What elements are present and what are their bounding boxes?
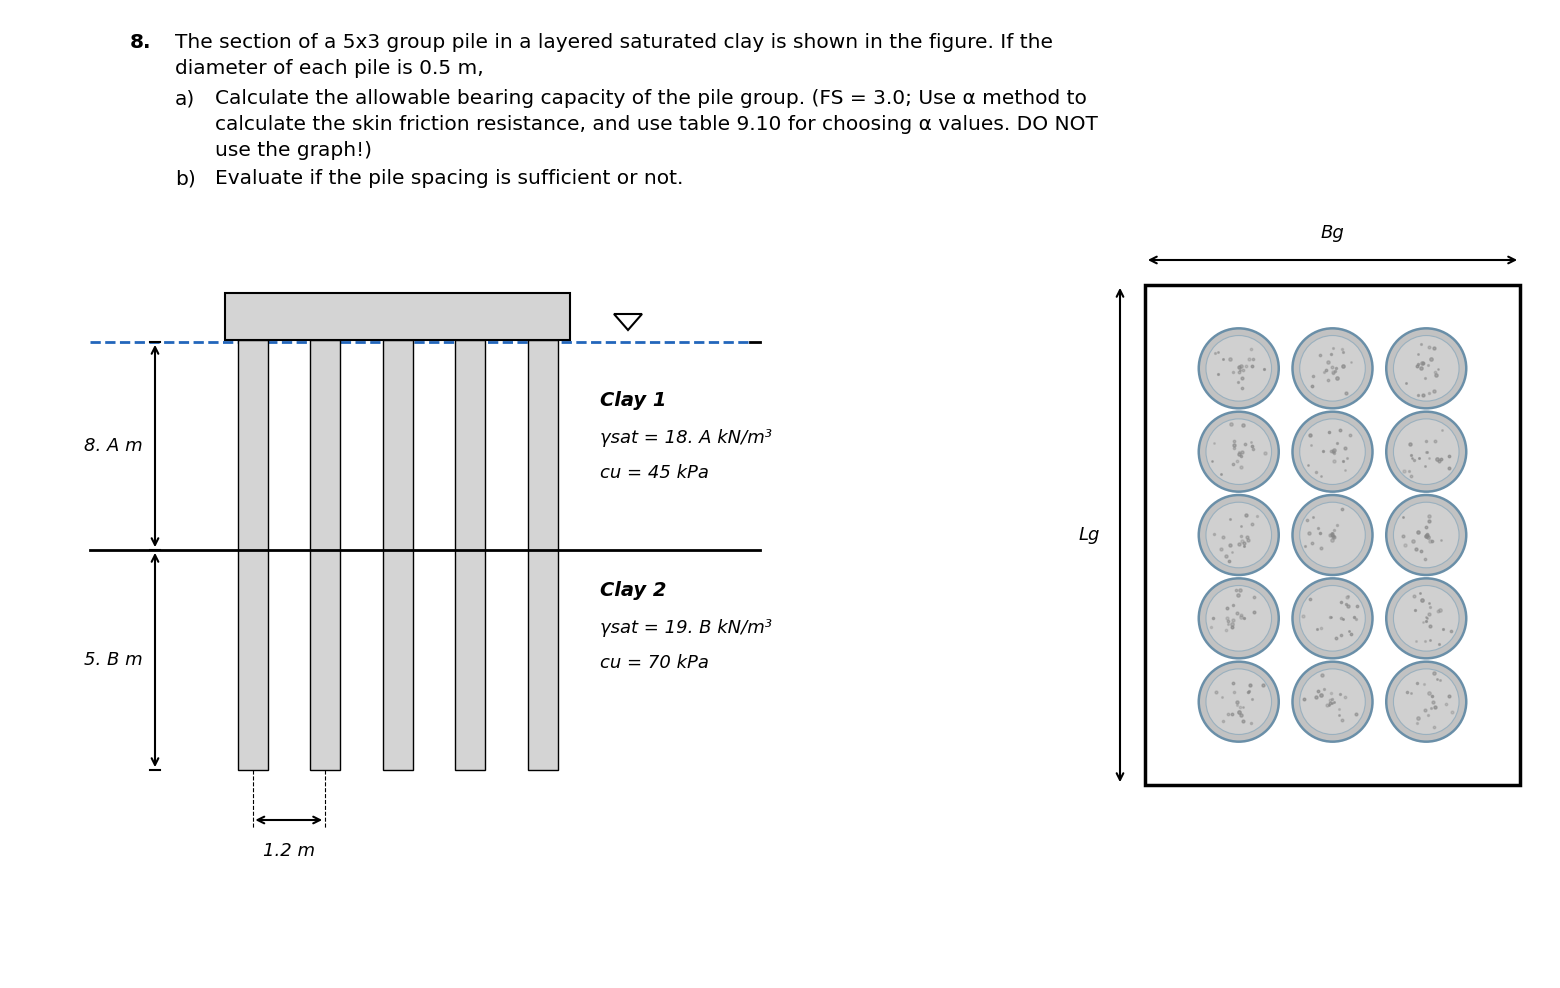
Circle shape <box>1293 328 1373 408</box>
Bar <box>1145 285 1519 785</box>
Circle shape <box>1206 502 1271 568</box>
Bar <box>237 340 267 770</box>
Text: diameter of each pile is 0.5 m,: diameter of each pile is 0.5 m, <box>175 59 484 78</box>
Circle shape <box>1299 586 1365 651</box>
Bar <box>382 340 412 770</box>
Circle shape <box>1206 586 1271 651</box>
Circle shape <box>1293 412 1373 492</box>
Text: γsat = 19. B kN/m³: γsat = 19. B kN/m³ <box>601 619 772 637</box>
Circle shape <box>1393 669 1459 734</box>
Text: b): b) <box>175 169 195 188</box>
Text: 8. A m: 8. A m <box>84 437 144 455</box>
Text: γsat = 18. A kN/m³: γsat = 18. A kN/m³ <box>601 429 772 447</box>
Circle shape <box>1293 495 1373 575</box>
Circle shape <box>1206 336 1271 401</box>
Bar <box>310 340 340 770</box>
Text: Bg: Bg <box>1321 224 1345 242</box>
Text: Calculate the allowable bearing capacity of the pile group. (FS = 3.0; Use α met: Calculate the allowable bearing capacity… <box>215 89 1087 108</box>
Bar <box>456 340 485 770</box>
Circle shape <box>1387 328 1466 408</box>
Text: Clay 2: Clay 2 <box>601 581 666 600</box>
Circle shape <box>1393 502 1459 568</box>
Circle shape <box>1293 578 1373 658</box>
Circle shape <box>1393 419 1459 484</box>
Text: 5. B m: 5. B m <box>84 651 144 669</box>
Circle shape <box>1393 586 1459 651</box>
Text: use the graph!): use the graph!) <box>215 141 371 160</box>
Text: Evaluate if the pile spacing is sufficient or not.: Evaluate if the pile spacing is sufficie… <box>215 169 683 188</box>
Text: 1.2 m: 1.2 m <box>262 842 315 860</box>
Circle shape <box>1299 669 1365 734</box>
Circle shape <box>1198 412 1279 492</box>
Circle shape <box>1387 412 1466 492</box>
Text: The section of a 5x3 group pile in a layered saturated clay is shown in the figu: The section of a 5x3 group pile in a lay… <box>175 33 1053 52</box>
Circle shape <box>1299 502 1365 568</box>
Bar <box>527 340 557 770</box>
Circle shape <box>1198 328 1279 408</box>
Text: calculate the skin friction resistance, and use table 9.10 for choosing α values: calculate the skin friction resistance, … <box>215 115 1098 134</box>
Text: cu = 70 kPa: cu = 70 kPa <box>601 654 708 672</box>
Circle shape <box>1299 419 1365 484</box>
Circle shape <box>1206 669 1271 734</box>
Text: Lg: Lg <box>1078 526 1100 544</box>
Text: Clay 1: Clay 1 <box>601 390 666 409</box>
Circle shape <box>1198 662 1279 742</box>
Circle shape <box>1299 336 1365 401</box>
Circle shape <box>1198 495 1279 575</box>
Circle shape <box>1198 578 1279 658</box>
Text: a): a) <box>175 89 195 108</box>
Circle shape <box>1293 662 1373 742</box>
Text: cu = 45 kPa: cu = 45 kPa <box>601 464 708 482</box>
Circle shape <box>1387 578 1466 658</box>
Circle shape <box>1387 662 1466 742</box>
Text: 8.: 8. <box>129 33 151 52</box>
Circle shape <box>1387 495 1466 575</box>
Circle shape <box>1393 336 1459 401</box>
Circle shape <box>1206 419 1271 484</box>
Bar <box>225 293 569 340</box>
